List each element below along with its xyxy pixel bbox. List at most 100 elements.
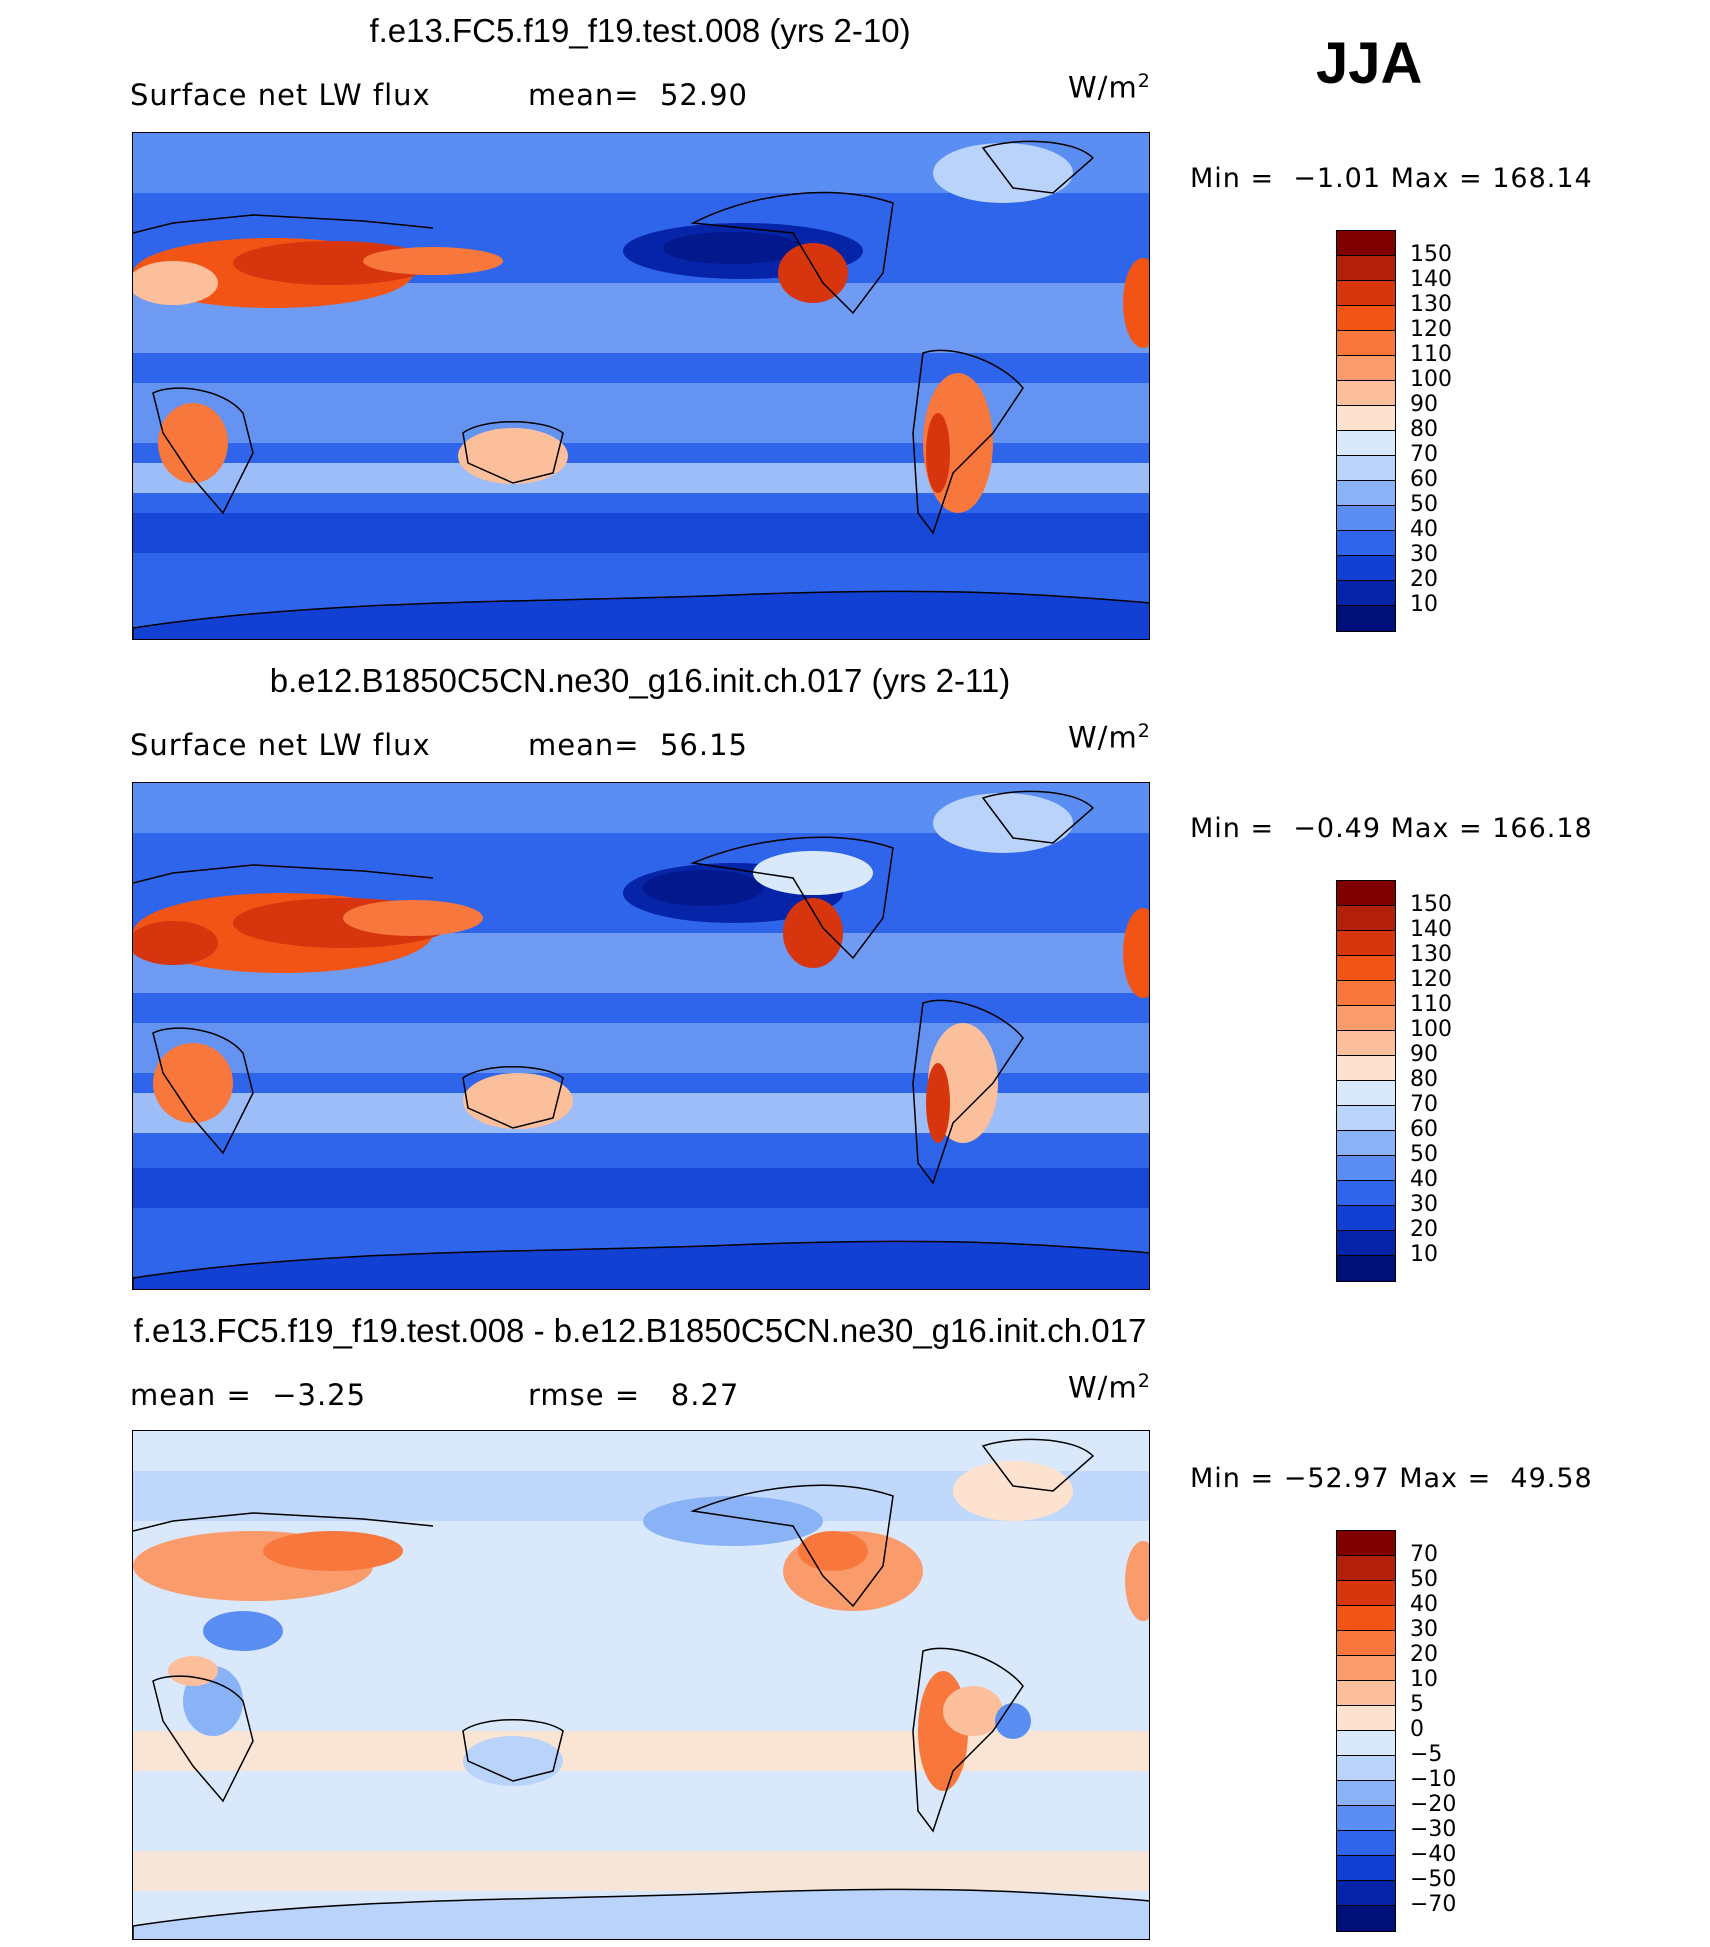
colorbar-tick-label: 80 [1410,417,1438,442]
panel-3-title: f.e13.FC5.f19_f19.test.008 - b.e12.B1850… [133,1312,1147,1349]
colorbar-tick-label: 130 [1410,292,1452,317]
colorbar-tick-label: 70 [1410,1542,1438,1567]
colorbar-swatch [1337,381,1395,406]
colorbar-swatch [1337,581,1395,606]
colorbar-tick-label: 20 [1410,1217,1438,1242]
colorbar-tick-label: 5 [1410,1692,1424,1717]
panel-3-map [132,1430,1150,1940]
season-label: JJA [1316,31,1423,96]
panel-1-mean-value: mean= 52.90 [528,78,748,112]
colorbar-tick-label: 50 [1410,1567,1438,1592]
colorbar-swatch [1337,1806,1395,1831]
colorbar-swatch [1337,1106,1395,1131]
colorbar-swatch [1337,606,1395,631]
colorbar-tick-label: 150 [1410,242,1452,267]
colorbar-swatch [1337,1656,1395,1681]
colorbar-tick-label: 10 [1410,592,1438,617]
colorbar-tick-label: 130 [1410,942,1452,967]
colorbar-swatch [1337,506,1395,531]
colorbar-swatch [1337,1631,1395,1656]
colorbar-tick-label: 120 [1410,967,1452,992]
colorbar-tick-label: 10 [1410,1667,1438,1692]
colorbar-tick-label: 90 [1410,392,1438,417]
colorbar-swatch [1337,1606,1395,1631]
colorbar-tick-label: −10 [1410,1767,1457,1792]
colorbar-swatch [1337,1556,1395,1581]
colorbar-swatch [1337,1131,1395,1156]
colorbar-swatch [1337,1081,1395,1106]
panel-1-min-max: Min = −1.01 Max = 168.14 [1190,163,1593,194]
panel-3-units: W/m2 [1068,1370,1151,1405]
panel-2-units: W/m2 [1068,720,1151,755]
colorbar-swatch [1337,1056,1395,1081]
colorbar-tick-label: 110 [1410,342,1452,367]
colorbar-swatch [1337,1006,1395,1031]
colorbar-swatch [1337,231,1395,256]
colorbar-swatch [1337,906,1395,931]
colorbar-tick-label: −30 [1410,1817,1457,1842]
colorbar-tick-label: 120 [1410,317,1452,342]
colorbar-swatch [1337,356,1395,381]
panel-2-mean-value: mean= 56.15 [528,728,748,762]
colorbar-tick-label: 40 [1410,517,1438,542]
panel-3-colorbar [1336,1530,1396,1932]
colorbar-tick-label: 100 [1410,367,1452,392]
colorbar-tick-label: 30 [1410,542,1438,567]
colorbar-tick-label: 60 [1410,467,1438,492]
panel-2-title: b.e12.B1850C5CN.ne30_g16.init.ch.017 (yr… [269,662,1011,699]
colorbar-tick-label: 80 [1410,1067,1438,1092]
colorbar-swatch [1337,1031,1395,1056]
colorbar-swatch [1337,1206,1395,1231]
panel-2-min-max: Min = −0.49 Max = 166.18 [1190,813,1593,844]
colorbar-tick-label: 0 [1410,1717,1424,1742]
panel-1-units: W/m2 [1068,70,1151,105]
colorbar-swatch [1337,1731,1395,1756]
colorbar-tick-label: 40 [1410,1167,1438,1192]
colorbar-tick-label: 20 [1410,567,1438,592]
colorbar-swatch [1337,1156,1395,1181]
colorbar-swatch [1337,1906,1395,1931]
colorbar-tick-label: 100 [1410,1017,1452,1042]
colorbar-tick-label: 140 [1410,267,1452,292]
colorbar-tick-label: 30 [1410,1617,1438,1642]
colorbar-swatch [1337,981,1395,1006]
panel-3-mean-value: mean = −3.25 [130,1378,367,1412]
colorbar-tick-label: 30 [1410,1192,1438,1217]
colorbar-tick-label: −40 [1410,1842,1457,1867]
panel-1-colorbar [1336,230,1396,632]
colorbar-swatch [1337,1831,1395,1856]
colorbar-swatch [1337,431,1395,456]
colorbar-swatch [1337,1881,1395,1906]
panel-2-colorbar [1336,880,1396,1282]
colorbar-tick-label: −50 [1410,1867,1457,1892]
colorbar-swatch [1337,406,1395,431]
panel-3-min-max: Min = −52.97 Max = 49.58 [1190,1463,1593,1494]
panel-1-map [132,132,1150,640]
colorbar-tick-label: 150 [1410,892,1452,917]
colorbar-swatch [1337,931,1395,956]
colorbar-swatch [1337,1531,1395,1556]
panel-1-variable-label: Surface net LW flux [130,78,431,112]
colorbar-swatch [1337,1256,1395,1281]
colorbar-swatch [1337,1756,1395,1781]
colorbar-swatch [1337,881,1395,906]
colorbar-tick-label: −20 [1410,1792,1457,1817]
panel-2-variable-label: Surface net LW flux [130,728,431,762]
colorbar-swatch [1337,531,1395,556]
colorbar-swatch [1337,1231,1395,1256]
colorbar-swatch [1337,456,1395,481]
colorbar-tick-label: 90 [1410,1042,1438,1067]
colorbar-swatch [1337,1706,1395,1731]
panel-1-title: f.e13.FC5.f19_f19.test.008 (yrs 2-10) [369,12,911,49]
colorbar-swatch [1337,331,1395,356]
colorbar-tick-label: 20 [1410,1642,1438,1667]
colorbar-tick-label: 10 [1410,1242,1438,1267]
colorbar-swatch [1337,556,1395,581]
colorbar-tick-label: 140 [1410,917,1452,942]
colorbar-tick-label: −5 [1410,1742,1443,1767]
colorbar-tick-label: 70 [1410,1092,1438,1117]
colorbar-swatch [1337,256,1395,281]
colorbar-swatch [1337,1581,1395,1606]
colorbar-tick-label: −70 [1410,1892,1457,1917]
colorbar-swatch [1337,306,1395,331]
